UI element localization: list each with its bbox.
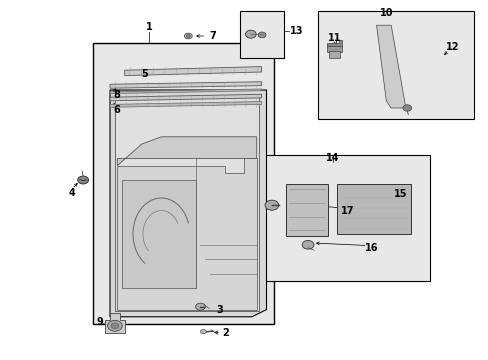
Text: 6: 6 [113, 105, 120, 115]
Text: 3: 3 [216, 305, 223, 315]
Text: 10: 10 [379, 8, 392, 18]
Circle shape [264, 200, 278, 210]
Bar [326, 46, 342, 52]
Polygon shape [110, 102, 261, 107]
Circle shape [195, 303, 205, 310]
Bar [239, 11, 283, 58]
Polygon shape [326, 40, 342, 47]
Polygon shape [110, 89, 261, 94]
Circle shape [302, 240, 313, 249]
Polygon shape [115, 97, 259, 311]
Circle shape [402, 105, 411, 111]
Circle shape [258, 32, 265, 38]
Text: 4: 4 [69, 188, 76, 198]
Circle shape [186, 35, 190, 37]
Bar [337, 184, 410, 234]
Text: 11: 11 [327, 33, 341, 43]
Circle shape [107, 320, 122, 331]
Text: 7: 7 [209, 31, 216, 41]
Text: 17: 17 [340, 206, 353, 216]
Text: 15: 15 [393, 189, 407, 199]
Text: 8: 8 [113, 90, 120, 100]
Circle shape [111, 323, 119, 329]
Circle shape [78, 176, 88, 184]
Polygon shape [110, 94, 261, 101]
Polygon shape [117, 137, 256, 166]
Circle shape [245, 30, 256, 38]
Circle shape [184, 33, 192, 39]
Text: 1: 1 [145, 22, 152, 32]
Polygon shape [117, 158, 256, 310]
Circle shape [200, 329, 206, 334]
Bar [93, 43, 273, 324]
Polygon shape [110, 82, 261, 88]
Text: 5: 5 [141, 69, 147, 79]
Polygon shape [122, 180, 195, 288]
Polygon shape [124, 67, 261, 76]
Text: 16: 16 [364, 243, 378, 253]
Polygon shape [105, 313, 124, 333]
Text: 2: 2 [222, 328, 229, 338]
Text: 14: 14 [325, 153, 339, 163]
Text: 12: 12 [445, 42, 458, 52]
Bar [317, 11, 473, 119]
Text: 13: 13 [289, 26, 303, 36]
Bar [328, 51, 340, 58]
Bar [254, 155, 429, 281]
Bar [285, 184, 327, 236]
Text: 9: 9 [97, 317, 103, 327]
Polygon shape [376, 25, 405, 108]
Polygon shape [110, 90, 266, 317]
